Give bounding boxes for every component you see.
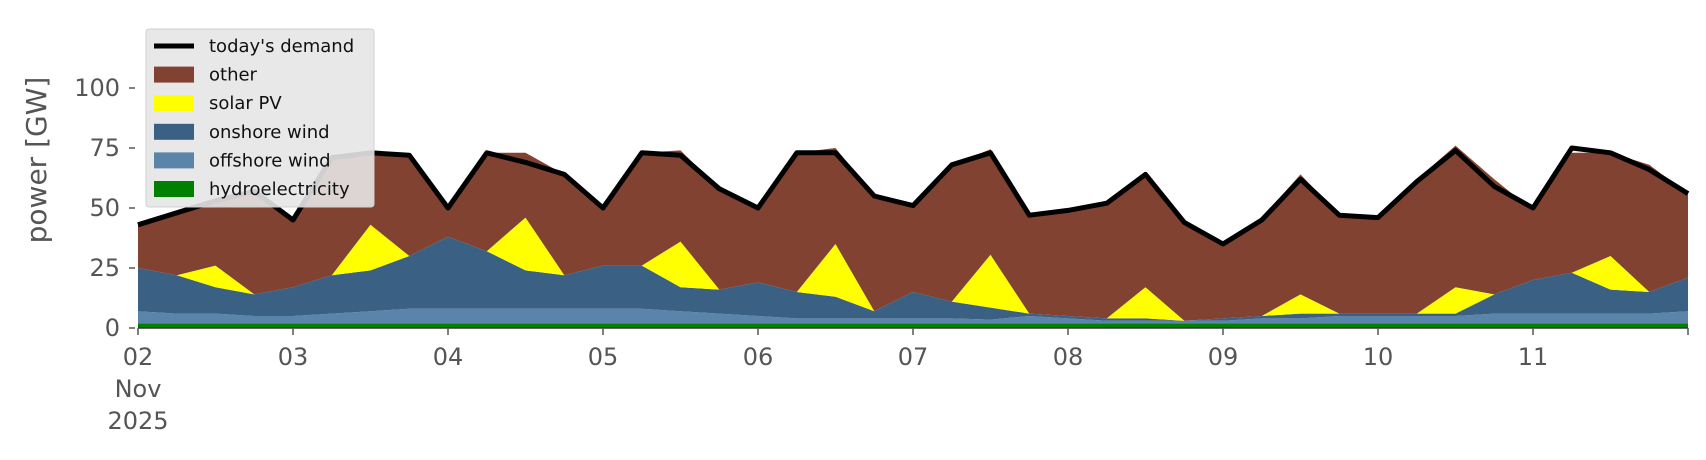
x-tick-label: 11: [1518, 343, 1549, 371]
x-secondary-label: 2025: [107, 407, 168, 435]
y-axis-label: power [GW]: [20, 77, 53, 244]
x-secondary-label: Nov: [115, 375, 162, 403]
legend-box: [145, 28, 375, 208]
y-tick-label: 75: [89, 134, 120, 162]
x-tick-label: 08: [1053, 343, 1084, 371]
legend-swatch: [154, 66, 194, 83]
y-tick-label: 100: [74, 74, 120, 102]
x-tick-label: 02: [123, 343, 154, 371]
legend-label: other: [209, 65, 258, 86]
x-tick-label: 09: [1208, 343, 1239, 371]
axes: 0 25 50 75 100 02 03 04 05 06 07 08 09 10 11 Nov 2025: [74, 74, 1689, 435]
stacked-areas: [138, 145, 1688, 328]
x-tick-label: 03: [278, 343, 309, 371]
area-solar-pv: [138, 217, 1688, 321]
area-hydroelectricity: [138, 323, 1688, 328]
y-tick-label: 25: [89, 254, 120, 282]
legend-swatch: [154, 152, 194, 169]
y-tick-label: 50: [89, 194, 120, 222]
demand-line: [137, 145, 1690, 247]
legend-label: hydroelectricity: [209, 179, 350, 200]
legend-label: solar PV: [209, 93, 282, 114]
x-tick-label: 04: [433, 343, 464, 371]
legend-swatch: [154, 181, 194, 197]
x-tick-label: 07: [898, 343, 929, 371]
legend-swatch: [154, 123, 194, 140]
area-onshore-wind: [138, 236, 1688, 321]
legend-label: today's demand: [209, 36, 354, 57]
demand-line-group: [137, 145, 1690, 247]
y-tick-label: 0: [105, 314, 120, 342]
x-tick-label: 06: [743, 343, 774, 371]
legend-swatch: [154, 95, 194, 112]
x-tick-label: 10: [1363, 343, 1394, 371]
x-tick-label: 05: [588, 343, 619, 371]
legend-label: onshore wind: [209, 122, 330, 143]
area-other: [138, 145, 1688, 321]
area-offshore-wind: [138, 308, 1688, 324]
legend-label: offshore wind: [209, 150, 331, 171]
legend: today's demand other solar PV onshore wind o…: [145, 28, 375, 208]
